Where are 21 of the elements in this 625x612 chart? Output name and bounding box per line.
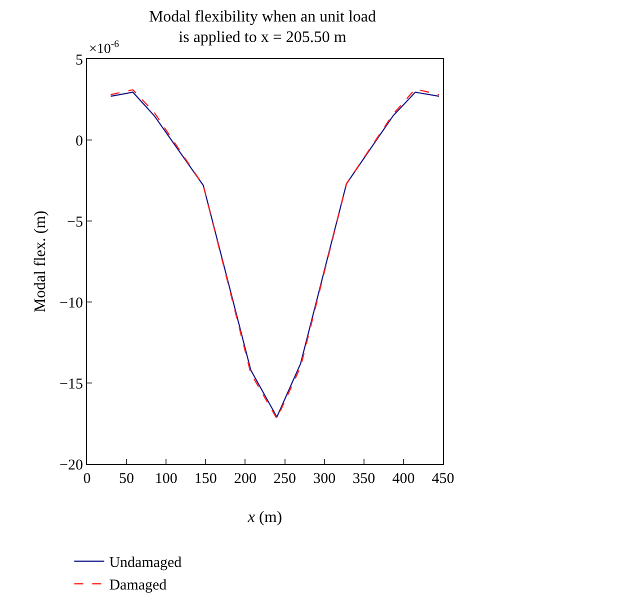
x-tick-label: 50: [119, 471, 134, 487]
x-axis-title: x (m): [246, 509, 282, 526]
y-tick-label: 5: [76, 52, 83, 68]
x-tick-label: 100: [154, 471, 178, 487]
y-tick-label: −20: [60, 457, 83, 474]
x-tick-label: 450: [432, 471, 454, 487]
x-tick-label: 250: [274, 471, 296, 487]
y-axis-title: Modal flex. (m): [32, 210, 49, 312]
y-tick-label: −15: [60, 376, 83, 392]
x-tick-label: 350: [352, 471, 376, 487]
y-tick-label: −10: [60, 295, 83, 312]
y-tick-label: −5: [67, 214, 83, 230]
x-tick-label: 300: [313, 471, 336, 487]
x-tick-label: 400: [392, 471, 415, 487]
legend-label: Damaged: [109, 578, 168, 594]
y-tick-label: 0: [76, 133, 83, 150]
legend-label: Undamaged: [109, 555, 182, 572]
x-tick-label: 200: [234, 471, 256, 487]
x-tick-label: 150: [194, 471, 217, 487]
chart-title: Modal flexibility when an unit load is applied to x = 205.50 m: [148, 8, 376, 46]
text: ×10$^{-6}$: [89, 39, 120, 57]
